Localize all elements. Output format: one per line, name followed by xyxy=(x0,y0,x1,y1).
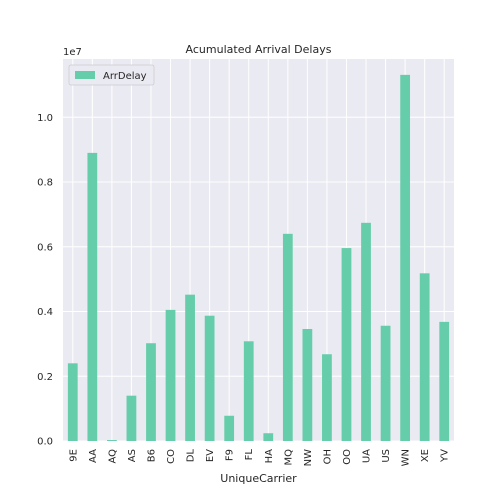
bar-co xyxy=(165,309,176,441)
bar-aq xyxy=(106,440,117,441)
x-tick-label-fl: FL xyxy=(244,449,255,461)
bar-us xyxy=(380,325,391,441)
y-tick-label-5: 1.0 xyxy=(37,113,53,124)
bar-fl xyxy=(243,341,254,441)
x-tick-label-aq: AQ xyxy=(107,449,118,464)
x-tick-label-wn: WN xyxy=(401,449,412,466)
bar-wn xyxy=(400,74,411,442)
x-tick-label-ua: UA xyxy=(362,449,373,463)
bar-yv xyxy=(439,321,450,441)
x-tick-label-aa: AA xyxy=(88,449,99,463)
bar-ua xyxy=(361,222,371,441)
bar-f9 xyxy=(224,415,235,441)
bar-ha xyxy=(263,433,274,441)
plot-background xyxy=(63,59,454,441)
x-tick-label-mq: MQ xyxy=(283,449,294,466)
x-tick-label-oo: OO xyxy=(342,449,353,465)
bar-ev xyxy=(204,315,215,441)
x-tick-label-9e: 9E xyxy=(68,449,79,462)
bar-xe xyxy=(419,273,430,441)
x-tick-label-b6: B6 xyxy=(146,449,157,462)
bar-oh xyxy=(322,354,332,441)
bar-9e xyxy=(67,363,78,441)
x-tick-label-yv: YV xyxy=(440,449,451,463)
x-tick-label-as: AS xyxy=(127,449,138,462)
y-tick-label-4: 0.8 xyxy=(37,178,53,189)
x-tick-label-f9: F9 xyxy=(225,449,236,461)
x-tick-label-xe: XE xyxy=(420,449,431,462)
y-tick-label-0: 0.0 xyxy=(37,437,53,448)
y-tick-labels: 0.0 0.2 0.4 0.6 0.8 1.0 xyxy=(37,113,53,448)
legend-box xyxy=(68,64,155,86)
y-tick-label-2: 0.4 xyxy=(37,307,53,318)
x-axis-label: UniqueCarrier xyxy=(220,472,297,485)
y-scale-label: 1e7 xyxy=(63,47,82,58)
bar-nw xyxy=(302,328,313,441)
x-tick-label-co: CO xyxy=(166,449,177,464)
chart-title: Acumulated Arrival Delays xyxy=(186,43,332,56)
x-tick-label-nw: NW xyxy=(303,449,314,466)
bar-oo xyxy=(341,248,352,441)
x-tick-label-us: US xyxy=(381,449,392,463)
bar-aa xyxy=(87,152,98,442)
x-tick-label-ha: HA xyxy=(264,449,275,464)
bars xyxy=(67,74,450,442)
y-tick-label-3: 0.6 xyxy=(37,242,53,253)
legend: ArrDelay xyxy=(68,64,155,86)
x-tick-label-dl: DL xyxy=(186,449,197,463)
legend-swatch-arrdelay xyxy=(75,71,95,79)
legend-label-arrdelay: ArrDelay xyxy=(103,71,147,82)
x-tick-label-ev: EV xyxy=(205,449,216,462)
bar-as xyxy=(126,395,137,441)
x-tick-labels: 9E AA AQ AS B6 CO DL EV F9 FL HA MQ NW OH OO UA US WN XE YV xyxy=(68,449,450,467)
bar-b6 xyxy=(146,343,156,441)
y-tick-label-1: 0.2 xyxy=(37,372,53,383)
bar-mq xyxy=(282,233,293,441)
x-tick-label-oh: OH xyxy=(322,449,333,464)
bar-dl xyxy=(185,294,195,441)
